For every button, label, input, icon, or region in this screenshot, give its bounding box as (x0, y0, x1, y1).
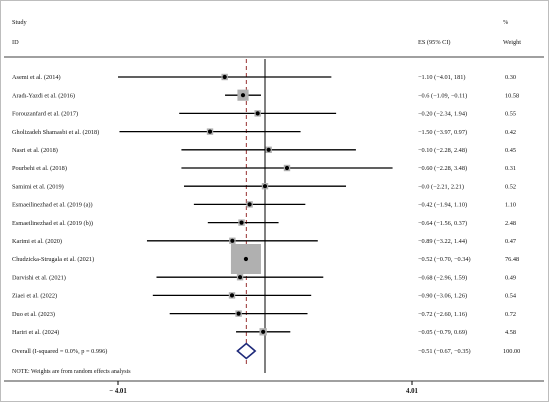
study-label: Gholizadeh Shamasbi et al. (2018) (12, 129, 99, 136)
effect-size-ci: −0.68 (−2.96, 1.59) (418, 274, 467, 281)
point-estimate (262, 184, 268, 189)
study-weight: 0.30 (505, 74, 516, 81)
effect-size-ci: −0.10 (−2.28, 2.48) (418, 147, 467, 154)
point-estimate (247, 202, 252, 207)
point-estimate (255, 111, 260, 116)
point-estimate (240, 93, 246, 98)
study-weight: 2.48 (505, 220, 516, 227)
point-estimate (266, 147, 271, 152)
study-label: Ziaei et al. (2022) (12, 293, 57, 300)
footnote: NOTE: Weights are from random effects an… (12, 368, 131, 375)
study-weight: 0.42 (505, 129, 516, 136)
es-ci-header: ES (95% CI) (418, 39, 451, 46)
point-estimate (261, 329, 266, 334)
study-label: Darvishi et al. (2021) (12, 274, 66, 281)
effect-size-ci: −0.89 (−3.22, 1.44) (418, 238, 467, 245)
study-label: Pourbehi et al. (2018) (12, 165, 67, 172)
study-header: Study (12, 19, 28, 26)
effect-size-ci: −0.0 (−2.21, 2.21) (418, 183, 464, 190)
study-label: Hariri et al. (2024) (12, 329, 59, 336)
overall-diamond (236, 342, 257, 360)
study-label: Nasri et al. (2018) (12, 147, 58, 154)
point-estimate (243, 256, 249, 262)
study-label: Forouzanfard et al. (2017) (12, 111, 78, 118)
study-label: Esmaeilinezhad et al. (2019 (b)) (12, 220, 93, 227)
study-label: Chudzicka-Strugala et al. (2021) (12, 256, 94, 263)
effect-size-ci: −0.90 (−3.06, 1.26) (418, 293, 467, 300)
effect-size-ci: −0.6 (−1.09, −0.11) (418, 92, 467, 99)
study-label: Asemi et al. (2014) (12, 74, 61, 81)
effect-size-ci: −0.60 (−2.28, 3.48) (418, 165, 467, 172)
study-weight: 0.54 (505, 293, 517, 300)
id-header: ID (12, 39, 19, 46)
effect-size-ci: −0.42 (−1.94, 1.10) (418, 202, 467, 209)
study-weight: 0.45 (505, 147, 516, 154)
study-weight: 0.72 (505, 311, 516, 318)
study-weight: 4.58 (505, 329, 516, 336)
overall-weight: 100.00 (503, 348, 520, 355)
point-estimate (230, 238, 235, 243)
study-label: Aradı-Yazdi et al. (2016) (12, 92, 75, 99)
point-estimate (207, 129, 213, 134)
effect-size-ci: −0.05 (−0.79, 0.69) (418, 329, 467, 336)
effect-size-ci: −0.20 (−2.34, 1.94) (418, 111, 467, 118)
study-weight: 0.55 (505, 111, 516, 118)
axis-tick-label: 4.01 (406, 388, 418, 395)
axis-tick-label: − 4.01 (109, 388, 127, 395)
effect-size-ci: −0.64 (−1.56, 0.37) (418, 220, 467, 227)
overall-label: Overall (I-squared = 0.0%, p = 0.996) (12, 348, 107, 355)
point-estimate (237, 275, 243, 280)
effect-size-ci: −0.52 (−0.70, −0.34) (418, 256, 471, 263)
weight-header: Weight (503, 39, 521, 46)
point-estimate (284, 165, 290, 171)
study-label: Karimi et al. (2020) (12, 238, 62, 245)
study-weight: 0.31 (505, 165, 516, 172)
effect-size-ci: −1.10 (−4.01, 181) (418, 74, 466, 81)
effect-size-ci: −1.50 (−3.97, 0.97) (418, 129, 467, 136)
study-weight: 10.58 (505, 92, 519, 99)
study-label: Esmaeilinezhad et al. (2019 (a)) (12, 202, 93, 209)
study-weight: 0.52 (505, 183, 516, 190)
overall-effect-size: −0.51 (−0.67, −0.35) (418, 348, 471, 355)
point-estimate (229, 293, 235, 298)
point-estimate (239, 220, 244, 225)
study-label: Duo et al. (2023) (12, 311, 55, 318)
study-weight: 1.10 (505, 202, 516, 209)
effect-size-ci: −0.72 (−2.60, 1.16) (418, 311, 467, 318)
study-weight: 76.48 (505, 256, 519, 263)
point-estimate (222, 74, 227, 80)
point-estimate (236, 311, 241, 316)
study-weight: 0.47 (505, 238, 516, 245)
study-weight: 0.49 (505, 274, 516, 281)
study-label: Samimi et al. (2019) (12, 183, 64, 190)
percent-header: % (503, 19, 509, 26)
